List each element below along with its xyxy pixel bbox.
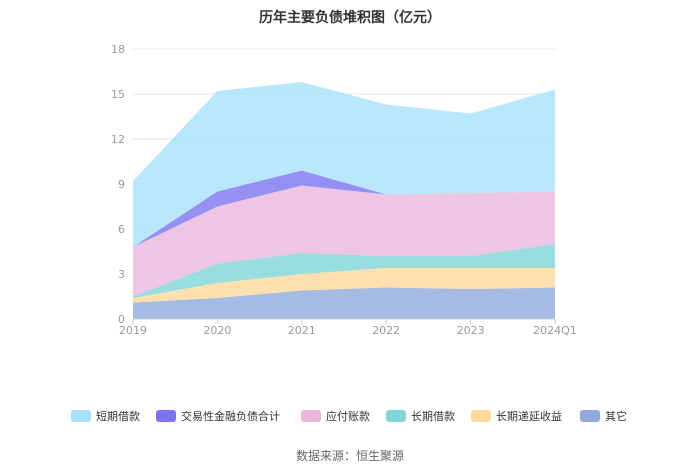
legend-item: 长期递延收益	[471, 409, 562, 423]
legend-item: 应付账款	[301, 409, 370, 423]
area-交易性金融负债合计	[133, 170, 555, 247]
y-tick-label: 9	[118, 178, 125, 191]
y-tick-label: 12	[111, 133, 125, 146]
legend-label: 应付账款	[326, 409, 370, 423]
legend-swatch	[580, 410, 600, 422]
legend-swatch	[386, 410, 406, 422]
legend-swatch	[156, 410, 176, 422]
legend: 短期借款 交易性金融负债合计 应付账款 长期借款 长期递延收益 其它	[71, 409, 627, 423]
legend-label: 短期借款	[96, 409, 140, 423]
x-tick-label: 2022	[372, 324, 400, 337]
y-tick-label: 18	[111, 43, 125, 56]
x-tick-label: 2023	[457, 324, 485, 337]
legend-swatch	[471, 410, 491, 422]
area-长期递延收益	[133, 268, 555, 303]
axes: 0 3 6 9 12 15 18 2019 2020 2021 2022 2023 2024Q1	[111, 43, 577, 337]
legend-item: 短期借款	[71, 409, 140, 423]
x-tick-label: 2019	[119, 324, 147, 337]
y-tick-label: 0	[118, 313, 125, 326]
x-tick-label: 2021	[288, 324, 316, 337]
legend-item: 长期借款	[386, 409, 455, 423]
x-tick-label: 2024Q1	[533, 324, 577, 337]
chart-title: 历年主要负债堆积图（亿元）	[259, 9, 441, 26]
area-短期借款	[133, 82, 555, 247]
area-长期借款	[133, 244, 555, 298]
legend-label: 长期借款	[411, 409, 455, 423]
legend-label: 长期递延收益	[496, 409, 562, 423]
y-tick-label: 3	[118, 268, 125, 281]
data-source-note: 数据来源：恒生聚源	[296, 448, 404, 463]
legend-label: 交易性金融负债合计	[181, 409, 280, 423]
area-其它	[133, 287, 555, 319]
y-tick-label: 6	[118, 223, 125, 236]
legend-item: 交易性金融负债合计	[156, 409, 280, 423]
y-tick-label: 15	[111, 88, 125, 101]
legend-swatch	[301, 410, 321, 422]
area-应付账款	[133, 185, 555, 297]
legend-label: 其它	[605, 409, 627, 423]
area-series	[133, 82, 555, 319]
x-tick-label: 2020	[203, 324, 231, 337]
legend-item: 其它	[580, 409, 627, 423]
legend-swatch	[71, 410, 91, 422]
